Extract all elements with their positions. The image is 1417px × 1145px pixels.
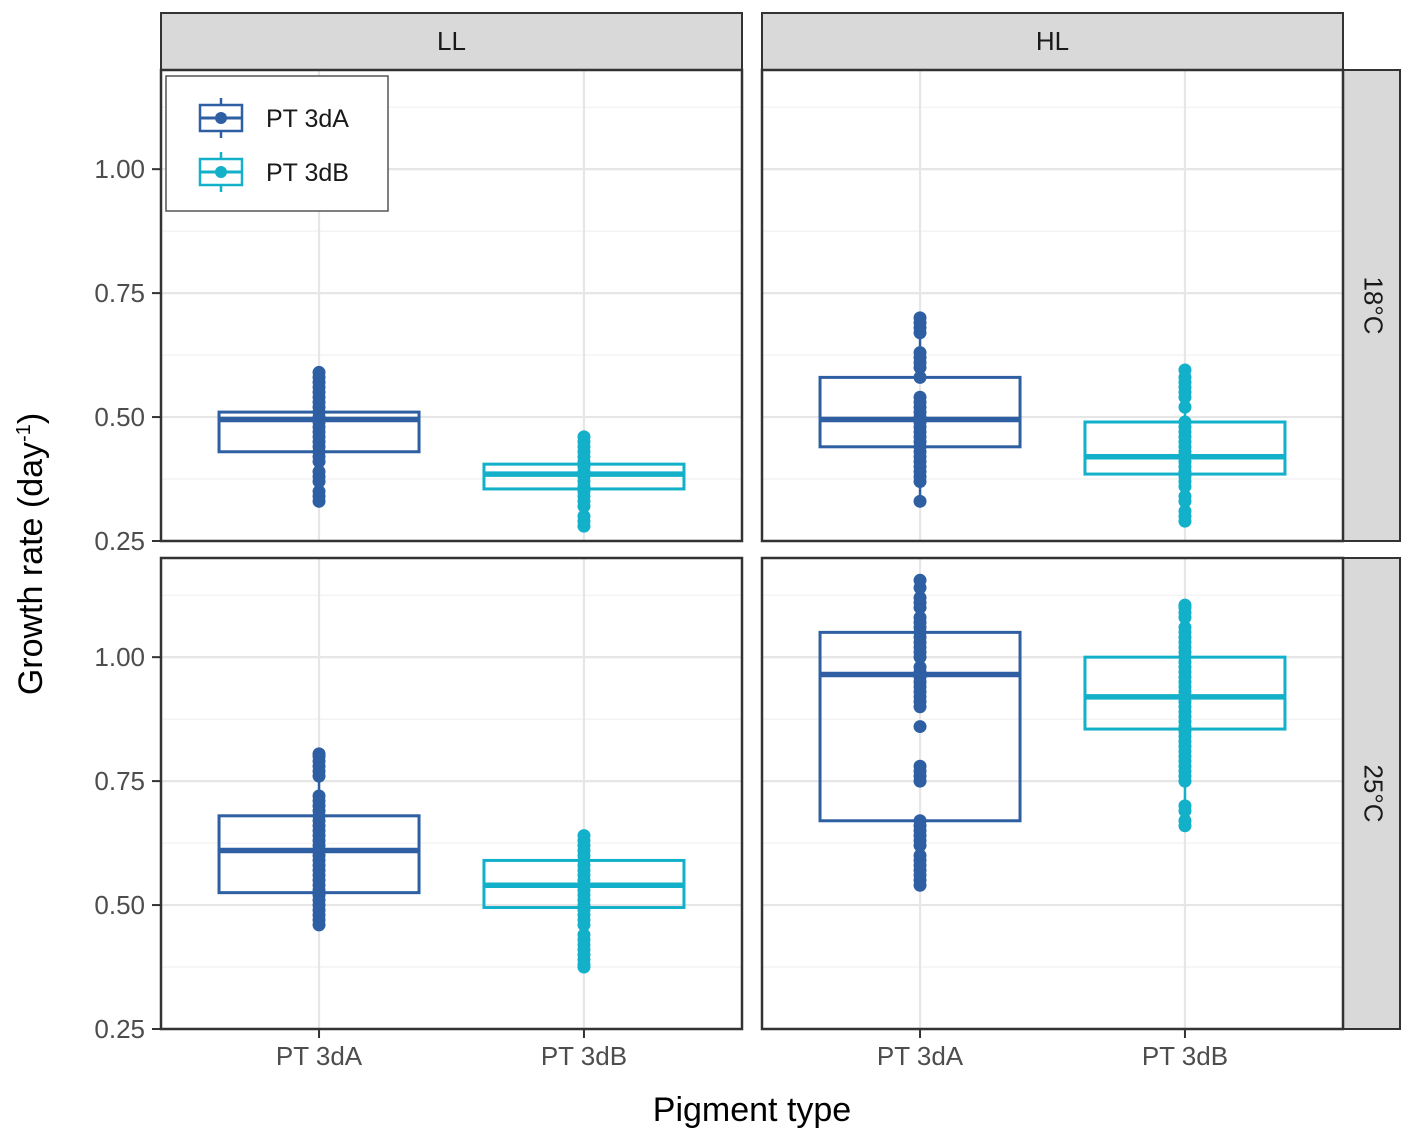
box-group-pt-3db bbox=[1083, 598, 1287, 833]
data-point bbox=[1178, 799, 1192, 813]
legend-item-pt-3da: PT 3dA bbox=[198, 98, 349, 138]
y-tick-label: 1.00 bbox=[94, 154, 145, 184]
data-point bbox=[312, 465, 326, 479]
data-point bbox=[913, 848, 927, 862]
box-group-pt-3db bbox=[482, 430, 686, 533]
legend-key-point bbox=[215, 112, 227, 124]
box-group-pt-3db bbox=[1083, 363, 1287, 528]
data-point bbox=[913, 573, 927, 587]
box-group-pt-3da bbox=[818, 573, 1022, 892]
data-point bbox=[913, 370, 927, 384]
data-point bbox=[913, 610, 927, 624]
data-point bbox=[913, 759, 927, 773]
legend-key-point bbox=[215, 166, 227, 178]
legend-item-pt-3db: PT 3dB bbox=[198, 152, 349, 192]
data-point bbox=[913, 660, 927, 674]
panel-background bbox=[161, 558, 742, 1029]
y-tick-label: 0.25 bbox=[94, 526, 145, 556]
data-point bbox=[312, 747, 326, 761]
box-group-pt-3da bbox=[217, 365, 421, 508]
data-point bbox=[1178, 400, 1192, 414]
facet-strip-hl: HL bbox=[761, 12, 1344, 71]
y-tick-label: 0.50 bbox=[94, 890, 145, 920]
box-group-pt-3da bbox=[217, 747, 421, 932]
data-point bbox=[913, 390, 927, 404]
legend-label: PT 3dB bbox=[266, 159, 349, 187]
data-point bbox=[1178, 363, 1192, 377]
x-tick-label: PT 3dB bbox=[541, 1041, 627, 1071]
y-tick-label: 0.75 bbox=[94, 278, 145, 308]
data-point bbox=[577, 928, 591, 942]
legend-label: PT 3dA bbox=[266, 105, 349, 133]
panel-border bbox=[159, 68, 744, 543]
data-point bbox=[577, 509, 591, 523]
y-axis-title-superscript: -1 bbox=[13, 424, 35, 442]
data-point bbox=[913, 720, 927, 734]
facet-strip-18c: 18°C bbox=[1342, 69, 1401, 542]
y-tick-label: 1.00 bbox=[94, 642, 145, 672]
strip-label-hl: HL bbox=[1036, 26, 1069, 56]
data-point bbox=[1178, 415, 1192, 429]
y-axis-title: Growth rate (day-1) bbox=[12, 413, 50, 695]
data-point bbox=[312, 484, 326, 498]
strip-label-ll: LL bbox=[437, 26, 466, 56]
strip-background bbox=[761, 12, 1344, 71]
data-point bbox=[1178, 504, 1192, 518]
data-point bbox=[577, 430, 591, 444]
panel-background bbox=[762, 70, 1343, 541]
facet-strip-25c: 25°C bbox=[1342, 557, 1401, 1030]
data-point bbox=[1178, 489, 1192, 503]
y-tick-label: 0.75 bbox=[94, 766, 145, 796]
data-point bbox=[1178, 814, 1192, 828]
x-tick-label: PT 3dB bbox=[1142, 1041, 1228, 1071]
panel-background bbox=[762, 558, 1343, 1029]
data-point bbox=[913, 814, 927, 828]
strip-label-temp: 18°C bbox=[1359, 276, 1389, 334]
data-point bbox=[913, 591, 927, 605]
y-axis-title-main: Growth rate (day bbox=[12, 442, 50, 695]
legend: PT 3dA PT 3dB bbox=[165, 75, 389, 212]
x-tick-label: PT 3dA bbox=[276, 1041, 363, 1071]
data-point bbox=[913, 494, 927, 508]
panel-hl-25c bbox=[760, 556, 1345, 1031]
panel-border bbox=[159, 556, 744, 1031]
data-point bbox=[312, 789, 326, 803]
x-tick-label: PT 3dA bbox=[877, 1041, 964, 1071]
facet-strip-ll: LL bbox=[160, 12, 743, 71]
data-point bbox=[913, 346, 927, 360]
data-point bbox=[1178, 598, 1192, 612]
x-axis-title: Pigment type bbox=[653, 1091, 851, 1129]
legend-frame bbox=[165, 75, 389, 212]
strip-background bbox=[1342, 69, 1401, 542]
strip-label-temp: 25°C bbox=[1359, 764, 1389, 822]
data-point bbox=[577, 829, 591, 843]
y-axis-title-tail: ) bbox=[12, 413, 50, 424]
panel-border bbox=[760, 556, 1345, 1031]
y-tick-label: 0.50 bbox=[94, 402, 145, 432]
strip-background bbox=[1342, 557, 1401, 1030]
strip-background bbox=[160, 12, 743, 71]
box-group-pt-3db bbox=[482, 829, 686, 974]
panel-hl-18c bbox=[760, 68, 1345, 543]
y-tick-label: 0.25 bbox=[94, 1014, 145, 1044]
data-point bbox=[913, 311, 927, 325]
box-group-pt-3da bbox=[818, 311, 1022, 508]
panel-border bbox=[760, 68, 1345, 543]
data-point bbox=[312, 365, 326, 379]
data-point bbox=[1178, 620, 1192, 634]
panel-ll-25c bbox=[159, 556, 744, 1031]
